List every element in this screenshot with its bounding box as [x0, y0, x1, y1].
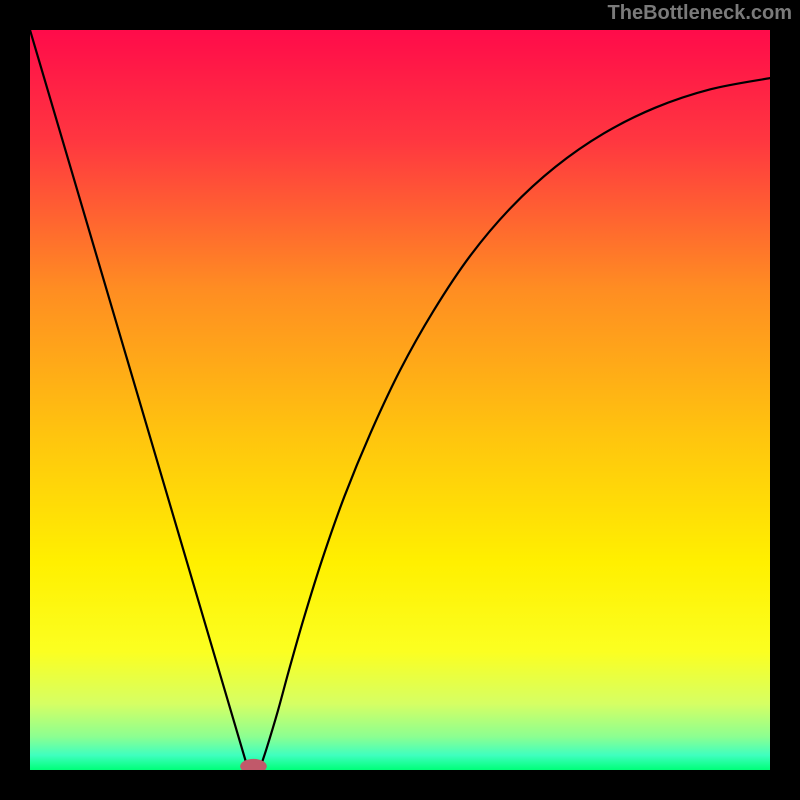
chart-frame: TheBottleneck.com	[0, 0, 800, 800]
gradient-background	[30, 30, 770, 770]
chart-svg	[30, 30, 770, 770]
plot-area	[30, 30, 770, 770]
watermark-text: TheBottleneck.com	[608, 2, 792, 25]
